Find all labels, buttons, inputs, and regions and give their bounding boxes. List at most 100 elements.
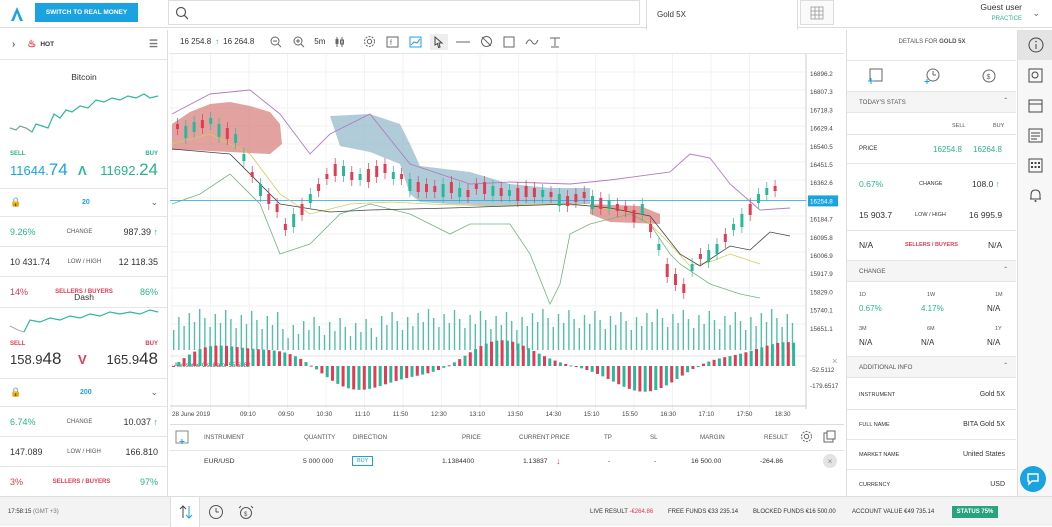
chart-type-icon[interactable] — [407, 34, 423, 50]
additional-info-header[interactable]: ADDITIONAL INFO ˆ — [847, 356, 1016, 378]
svg-text:$: $ — [244, 512, 248, 518]
buy-price[interactable]: 11692.24 — [100, 160, 158, 180]
candle-body — [400, 174, 404, 179]
card-title: Dash — [74, 292, 94, 302]
volume-bar — [724, 316, 726, 350]
buy-price[interactable]: 165.948 — [107, 349, 158, 369]
instrument-tab[interactable]: Gold 5X — [646, 0, 798, 30]
sell-price-main: 11644. — [10, 163, 49, 178]
list-menu-icon[interactable]: ☰ — [149, 39, 158, 50]
chevron-right-icon[interactable]: › — [12, 39, 16, 50]
horizontal-line-icon[interactable] — [455, 34, 471, 50]
search-bar[interactable] — [168, 0, 640, 25]
candle-body — [408, 179, 412, 191]
info-label: FULL NAME — [859, 422, 890, 428]
bell-icon[interactable] — [1018, 180, 1052, 210]
col-current-price[interactable]: CURRENT PRICE — [519, 434, 570, 441]
oscillator-bar — [723, 357, 727, 366]
low-value: 147.089 — [10, 446, 43, 457]
switch-to-real-money-button[interactable]: SWITCH TO REAL MONEY — [35, 3, 138, 22]
volume-bar — [271, 325, 274, 350]
volume-bar — [490, 329, 492, 350]
wave-icon[interactable] — [524, 34, 540, 50]
positions-tab[interactable] — [170, 497, 200, 527]
info-value: Gold 5X — [979, 391, 1005, 398]
col-result[interactable]: RESULT — [764, 434, 788, 441]
candle-type-icon[interactable] — [332, 34, 348, 50]
chevron-down-icon[interactable]: ⌄ — [150, 387, 158, 397]
candle-body — [607, 200, 611, 209]
layout-grid-button[interactable] — [800, 0, 834, 25]
table-row[interactable]: EUR/USD 5 000 000 BUY 1.1384400 1.13837 … — [170, 451, 844, 473]
candle-body — [449, 182, 453, 193]
live-result: LIVE RESULT -€264.86 — [590, 509, 653, 515]
change-row: 6.74% CHANGE 10.037 ↑ — [0, 406, 167, 436]
period-value: 4.17% — [921, 304, 944, 313]
calendar-icon[interactable] — [1018, 90, 1052, 120]
volume-bar — [422, 322, 424, 350]
candle-body — [176, 124, 179, 129]
chart-area[interactable]: 16 254.8 ↑ 16 264.8 5m f 16896.2 16807.3 1… — [170, 30, 844, 423]
oscillator-bar — [733, 354, 737, 366]
volume-bar — [370, 328, 372, 350]
zoom-in-icon[interactable] — [291, 34, 307, 50]
indicators-icon[interactable]: f — [384, 34, 400, 50]
change-section-header[interactable]: CHANGE ˆ — [847, 260, 1016, 282]
user-menu[interactable]: Guest user PRACTICE — [980, 2, 1022, 22]
settings-gear-icon[interactable] — [800, 430, 813, 445]
oscillator-bar — [336, 366, 340, 384]
pending-order-icon[interactable] — [924, 68, 940, 84]
col-tp[interactable]: TP — [604, 434, 612, 441]
search-icon — [175, 6, 189, 20]
price-chart[interactable]: 16896.2 16807.3 16718.3 16629.4 16540.5 16451… — [170, 54, 844, 423]
volume-bar — [677, 323, 679, 350]
sell-price[interactable]: 11644.74 — [10, 160, 68, 180]
search-instrument-icon[interactable] — [1018, 60, 1052, 90]
app-logo[interactable] — [8, 5, 26, 23]
today-stats-header[interactable]: TODAY'S STATS ˆ — [847, 91, 1016, 113]
oscillator-bar — [299, 358, 303, 366]
instrument-card-bitcoin[interactable]: Bitcoin SELL BUY 11644.74 Λ 11692.24 🔒 2… — [0, 60, 167, 308]
fibonacci-icon[interactable] — [478, 34, 494, 50]
x-tick-label: 14:30 — [546, 411, 562, 418]
price-alert-icon[interactable]: $ — [981, 68, 997, 84]
info-icon[interactable] — [1018, 30, 1052, 60]
candle-body — [416, 182, 420, 192]
news-icon[interactable] — [1018, 120, 1052, 150]
info-value: USD — [990, 481, 1005, 488]
status-footer: 17:58:15 (GMT +3) $ LIVE RESULT -€264.86… — [0, 496, 1052, 527]
chat-button[interactable] — [1020, 466, 1046, 492]
col-price[interactable]: PRICE — [462, 434, 481, 441]
economic-calendar-icon[interactable] — [1018, 150, 1052, 180]
text-tool-icon[interactable] — [547, 34, 563, 50]
instrument-card-dash[interactable]: Dash SELL BUY 158.948 V 165.948 🔒 200 ⌄ … — [0, 280, 167, 496]
quantity-row[interactable]: 🔒 200 ⌄ — [0, 378, 167, 406]
timeframe-selector[interactable]: 5m — [314, 37, 326, 46]
volume-bar — [443, 314, 445, 350]
chevron-down-icon[interactable]: ⌄ — [150, 197, 158, 207]
sparkline — [10, 93, 158, 133]
export-icon[interactable] — [823, 430, 836, 445]
col-direction[interactable]: DIRECTION — [353, 434, 388, 441]
cursor-icon[interactable] — [430, 33, 449, 50]
alarm-icon[interactable]: $ — [238, 504, 254, 522]
new-order-icon[interactable] — [867, 68, 883, 84]
volume-bar — [682, 310, 684, 350]
col-margin[interactable]: MARGIN — [700, 434, 725, 441]
col-quantity[interactable]: QUANTITY — [304, 434, 336, 441]
history-clock-icon[interactable] — [208, 504, 224, 522]
add-position-icon[interactable] — [174, 429, 190, 445]
oscillator-bar — [283, 352, 287, 366]
settings-gear-icon[interactable] — [361, 34, 377, 50]
details-title-inst: GOLD 5X — [939, 39, 966, 45]
zoom-out-icon[interactable] — [268, 34, 284, 50]
volume-bar — [578, 328, 580, 350]
col-instrument[interactable]: INSTRUMENT — [204, 434, 245, 441]
rectangle-icon[interactable] — [501, 34, 517, 50]
chevron-down-icon[interactable]: ⌄ — [1032, 8, 1040, 18]
close-position-icon[interactable]: × — [823, 454, 837, 468]
col-sl[interactable]: SL — [650, 434, 658, 441]
status-badge[interactable]: STATUS 75% — [952, 506, 998, 518]
sell-price[interactable]: 158.948 — [10, 349, 61, 369]
quantity-row[interactable]: 🔒 20 ⌄ — [0, 188, 167, 216]
